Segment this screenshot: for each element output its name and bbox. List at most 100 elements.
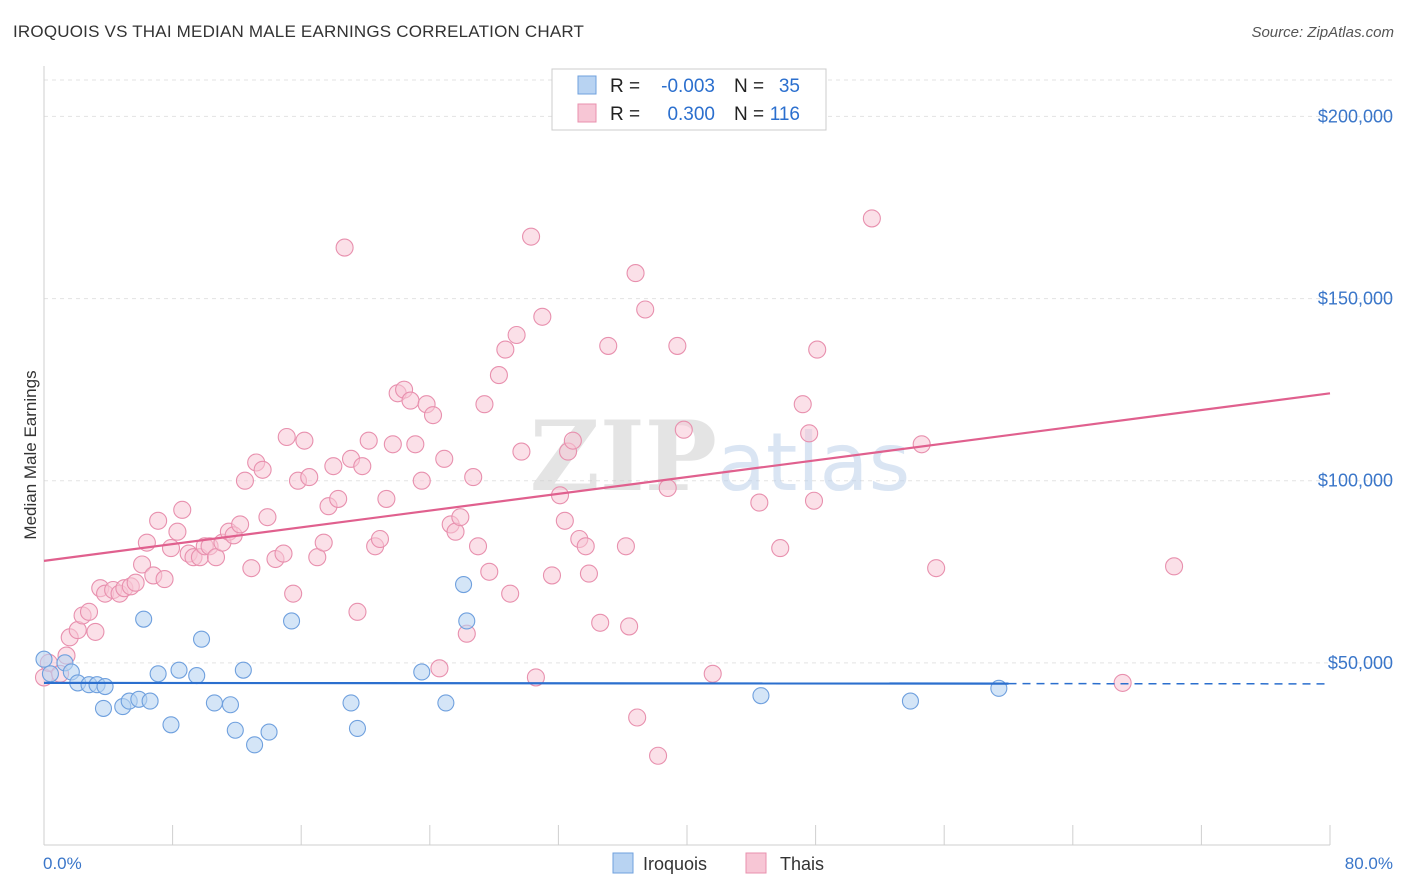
legend-bottom-thais-swatch (745, 852, 767, 874)
thais-point (126, 573, 145, 592)
legend-iroquois-swatch (577, 75, 597, 95)
legend-bottom-thais-label: Thais (780, 854, 824, 874)
thais-point (348, 602, 367, 621)
series-iroquois (35, 575, 1008, 754)
thais-point (480, 562, 499, 581)
legend-bottom-iroquois-label: Iroquois (643, 854, 707, 874)
thais-point (253, 460, 272, 479)
thais-point (1165, 557, 1184, 576)
x-tick-label-min: 0.0% (43, 854, 82, 873)
thais-point (430, 659, 449, 678)
thais-point (668, 336, 687, 355)
iroquois-point (170, 661, 188, 679)
y-tick-label: $100,000 (1318, 471, 1393, 491)
iroquois-point (226, 721, 244, 739)
y-tick-label: $200,000 (1318, 106, 1393, 126)
thais-point (86, 622, 105, 641)
thais-point (636, 300, 655, 319)
legend-thais-n-value: 116 (770, 104, 800, 125)
iroquois-point (283, 612, 301, 630)
legend-thais-r-label: R = (610, 104, 640, 125)
source-label: Source: ZipAtlas.com (1251, 24, 1394, 41)
thais-point (258, 508, 277, 527)
iroquois-point (41, 665, 59, 683)
thais-point (149, 511, 168, 530)
thais-point (329, 489, 348, 508)
thais-point (412, 471, 431, 490)
iroquois-point (455, 575, 473, 594)
thais-point (804, 491, 824, 510)
thais-point (168, 522, 187, 541)
thais-point (242, 559, 261, 578)
iroquois-point (458, 612, 476, 630)
thais-point (771, 539, 790, 558)
thais-point (370, 529, 390, 549)
thais-point (526, 668, 545, 687)
thais-point (359, 431, 378, 450)
iroquois-trend-line (43, 681, 1009, 685)
legend-thais-n-label: N = (734, 104, 764, 125)
iroquois-point (35, 650, 53, 668)
series-thais (34, 209, 1184, 765)
thais-point (274, 544, 293, 563)
iroquois-point (260, 723, 278, 741)
iroquois-point (752, 687, 770, 705)
thais-point (235, 471, 254, 490)
thais-point (295, 431, 314, 450)
thais-point (542, 566, 562, 585)
iroquois-point (205, 694, 223, 712)
thais-point (599, 336, 618, 355)
iroquois-point (188, 667, 206, 685)
thais-point (435, 449, 454, 468)
thais-point (674, 420, 693, 439)
thais-point (628, 708, 647, 727)
iroquois-point (96, 677, 114, 696)
thais-point (579, 564, 598, 583)
thais-point (1113, 673, 1132, 692)
thais-point (284, 584, 303, 603)
trend-lines (43, 392, 1331, 685)
thais-point (277, 427, 296, 447)
x-tick-label-max: 80.0% (1345, 854, 1393, 873)
iroquois-point (192, 630, 211, 648)
iroquois-point (437, 694, 455, 712)
thais-point (658, 478, 677, 498)
thais-point (451, 508, 470, 527)
thais-point (591, 613, 610, 632)
legend-top-box (551, 68, 827, 131)
thais-point (231, 515, 250, 534)
thais-point (353, 457, 372, 476)
thais-point (161, 539, 181, 558)
legend-iroquois-r-value: -0.003 (661, 76, 715, 97)
thais-point (155, 570, 174, 589)
y-axis-label: Median Male Earnings (21, 370, 40, 539)
thais-point (800, 424, 819, 443)
iroquois-point (246, 736, 264, 754)
thais-point (464, 468, 483, 487)
legend-thais-r-value: 0.300 (667, 104, 715, 125)
thais-point (563, 431, 582, 450)
thais-point (750, 493, 769, 512)
thais-point (555, 511, 574, 530)
thais-point (649, 746, 668, 765)
iroquois-point (342, 694, 360, 712)
thais-point (401, 391, 420, 410)
y-tick-label: $50,000 (1328, 653, 1393, 673)
thais-trend-line (43, 392, 1331, 562)
thais-point (808, 340, 827, 359)
iroquois-point (221, 696, 240, 714)
thais-point (616, 537, 635, 556)
legend-iroquois-n-label: N = (734, 76, 764, 97)
iroquois-point (162, 716, 180, 734)
legend-top: R = -0.003 N = 35 R = 0.300 N = 116 (551, 68, 827, 131)
iroquois-point (141, 692, 159, 710)
thais-point (793, 395, 812, 414)
iroquois-point (348, 719, 367, 737)
thais-point (133, 555, 152, 574)
thais-point (496, 340, 515, 359)
y-tick-label: $150,000 (1318, 289, 1393, 309)
thais-point (377, 489, 396, 508)
thais-point (475, 395, 494, 414)
thais-point (507, 325, 526, 345)
